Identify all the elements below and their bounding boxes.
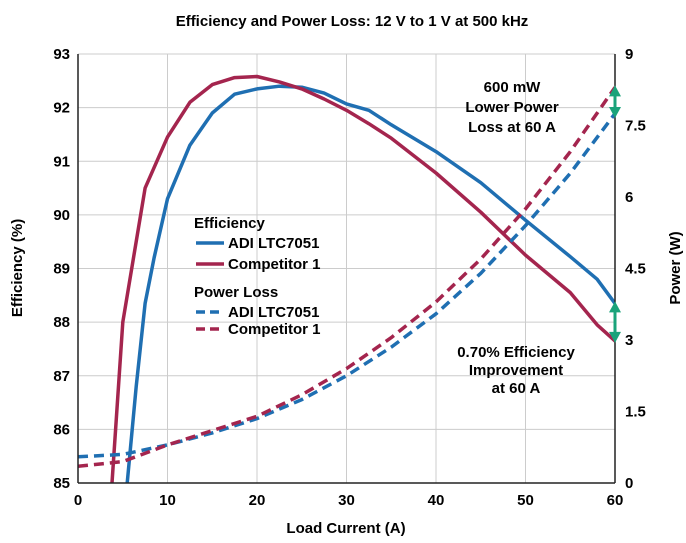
- efficiency-annotation-line-3: at 60 A: [492, 380, 541, 397]
- power-loss-line-competitor: [78, 86, 615, 469]
- y-tick-label: 91: [53, 153, 70, 170]
- power-arrow-head-down: [609, 106, 621, 118]
- efficiency-arrow-head-up: [609, 301, 621, 313]
- x-tick-label: 20: [249, 492, 266, 509]
- x-tick-label: 30: [338, 492, 355, 509]
- power-annotation: 600 mW Lower Power Loss at 60 A: [465, 79, 559, 136]
- power-annotation-line-2: Lower Power: [465, 99, 559, 116]
- y2-tick-label: 3: [625, 332, 633, 349]
- y-axis-label: Efficiency (%): [9, 219, 26, 317]
- chart-title: Efficiency and Power Loss: 12 V to 1 V a…: [176, 13, 529, 30]
- legend-label-eff-adi: ADI LTC7051: [228, 235, 319, 252]
- difference-arrows: [609, 85, 621, 343]
- x-tick-label: 0: [74, 492, 82, 509]
- series-lines: [78, 74, 615, 483]
- legend-heading-efficiency: Efficiency: [194, 215, 266, 232]
- legend-label-pl-adi: ADI LTC7051: [228, 304, 319, 321]
- power-annotation-line-1: 600 mW: [484, 79, 542, 96]
- power-annotation-line-3: Loss at 60 A: [468, 119, 556, 136]
- tick-labels: 0 10 20 30 40 50 60 85 86 87 88 89 90 91 92 93 0 1.5 3 4.5 6…: [53, 46, 646, 509]
- axes: [77, 54, 616, 484]
- y-tick-label: 93: [53, 46, 70, 63]
- y-tick-label: 88: [53, 314, 70, 331]
- efficiency-annotation-line-2: Improvement: [469, 362, 563, 379]
- efficiency-arrow-head-down: [609, 331, 621, 343]
- x-tick-label: 60: [607, 492, 624, 509]
- y-tick-label: 90: [53, 207, 70, 224]
- legend-label-eff-comp: Competitor 1: [228, 256, 321, 273]
- x-tick-label: 10: [159, 492, 176, 509]
- y2-tick-label: 7.5: [625, 118, 646, 135]
- efficiency-annotation-line-1: 0.70% Efficiency: [457, 344, 575, 361]
- y2-tick-label: 6: [625, 189, 633, 206]
- x-tick-label: 40: [428, 492, 445, 509]
- y2-tick-label: 1.5: [625, 404, 646, 421]
- y-tick-label: 86: [53, 421, 70, 438]
- efficiency-annotation: 0.70% Efficiency Improvement at 60 A: [457, 344, 575, 397]
- y-tick-label: 92: [53, 100, 70, 117]
- x-axis-label: Load Current (A): [286, 520, 405, 537]
- y-tick-label: 87: [53, 368, 70, 385]
- legend-label-pl-comp: Competitor 1: [228, 321, 321, 338]
- y-tick-label: 85: [53, 475, 70, 492]
- efficiency-line-competitor: [110, 74, 615, 483]
- y2-axis-label: Power (W): [667, 231, 684, 304]
- y2-tick-label: 9: [625, 46, 633, 63]
- y2-tick-label: 4.5: [625, 261, 646, 278]
- y2-tick-label: 0: [625, 475, 633, 492]
- power-loss-line-adi: [78, 112, 615, 459]
- gridlines: [77, 53, 616, 484]
- power-arrow-head-up: [609, 85, 621, 97]
- y-tick-label: 89: [53, 261, 70, 278]
- x-tick-label: 50: [517, 492, 534, 509]
- legend: Efficiency ADI LTC7051 Competitor 1 Powe…: [194, 215, 321, 338]
- legend-heading-power-loss: Power Loss: [194, 284, 278, 301]
